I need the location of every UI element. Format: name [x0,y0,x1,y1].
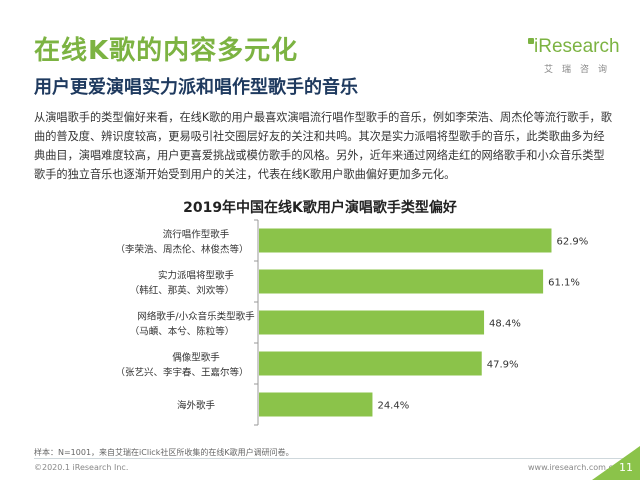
data-label: 47.9% [487,360,519,371]
logo-name: iResearch [534,36,620,57]
data-label: 48.4% [489,319,521,330]
corner-decoration [592,446,640,480]
logo-subtitle: 艾瑞咨询 [544,65,617,75]
category-label: 网络歌手/小众音乐类型歌手 [137,311,255,323]
category-label: 流行唱作型歌手 [163,229,230,241]
bar [259,228,552,253]
data-label: 62.9% [556,237,588,248]
category-sublabel: （韩红、那英、刘欢等） [130,285,235,297]
logo-mark-icon [528,38,534,44]
category-label: 偶像型歌手 [172,352,220,364]
category-sublabel: （张艺兴、李宇春、王嘉尔等） [115,367,248,379]
category-label: 海外歌手 [177,400,216,412]
category-sublabel: （马頔、本兮、陈粒等） [130,326,235,338]
copyright: ©2020.1 iResearch Inc. [34,463,129,472]
chart-title: 2019年中国在线K歌用户演唱歌手类型偏好 [183,200,457,216]
bar [259,269,544,294]
category-label: 实力派唱将型歌手 [158,270,235,282]
website: www.iresearch.com.cn [528,463,618,472]
sample-note: 样本：N=1001，来自艾瑞在iClick社区所收集的在线K歌用户调研问卷。 [34,448,294,457]
bar [259,310,485,335]
page-number: 11 [619,461,633,474]
bar [259,392,373,417]
data-label: 24.4% [377,401,409,412]
footer-divider [34,458,624,459]
data-label: 61.1% [548,278,580,289]
bar [259,351,482,376]
bar-chart: 62.9% 流行唱作型歌手 （李荣浩、周杰伦、林俊杰等） 61.1% 实力派唱将型歌手 （… [115,219,588,426]
page-title: 在线K歌的内容多元化 [34,36,299,66]
body-paragraph: 从演唱歌手的类型偏好来看，在线K歌的用户最喜欢演唱流行唱作型歌手的音乐，例如李荣… [34,111,612,181]
iresearch-logo: iResearch 艾瑞咨询 [520,36,620,75]
category-sublabel: （李荣浩、周杰伦、林俊杰等） [115,244,248,256]
page-subtitle: 用户更爱演唱实力派和唱作型歌手的音乐 [34,77,358,98]
